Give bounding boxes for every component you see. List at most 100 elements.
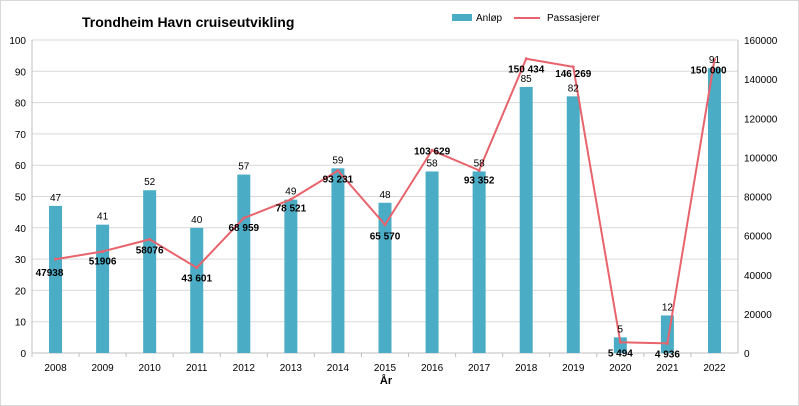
line-value-label: 47938 bbox=[36, 268, 64, 279]
bar-value-label: 41 bbox=[97, 212, 109, 223]
y-right-tick-label: 160000 bbox=[744, 36, 778, 47]
line-point-2008 bbox=[54, 257, 58, 261]
line-point-2019 bbox=[571, 65, 575, 69]
x-tick-label: 2014 bbox=[327, 363, 350, 374]
line-point-2012 bbox=[242, 216, 246, 220]
x-tick-label: 2019 bbox=[562, 363, 585, 374]
y-left-tick-label: 30 bbox=[15, 255, 27, 266]
x-tick-label: 2011 bbox=[186, 363, 208, 374]
line-value-label: 5 494 bbox=[608, 348, 633, 359]
bar-2014 bbox=[331, 168, 345, 353]
line-point-2016 bbox=[430, 148, 434, 152]
bar-value-label: 82 bbox=[568, 83, 580, 94]
line-value-label: 150 434 bbox=[508, 65, 545, 76]
line-value-label: 51906 bbox=[89, 256, 117, 267]
bar-value-label: 91 bbox=[709, 55, 721, 66]
legend-label-anlop: Anløp bbox=[476, 13, 503, 24]
line-point-2021 bbox=[665, 341, 669, 345]
y-right-tick-label: 40000 bbox=[744, 271, 772, 282]
bar-2010 bbox=[143, 190, 157, 353]
bar-value-label: 49 bbox=[285, 187, 297, 198]
x-tick-label: 2009 bbox=[91, 363, 114, 374]
chart-title: Trondheim Havn cruiseutvikling bbox=[82, 14, 294, 30]
y-left-tick-label: 70 bbox=[15, 130, 27, 141]
bar-value-label: 57 bbox=[238, 162, 250, 173]
bar-2008 bbox=[49, 205, 63, 353]
y-right-tick-label: 20000 bbox=[744, 310, 772, 321]
bar-value-label: 47 bbox=[50, 193, 62, 204]
bar-value-label: 58 bbox=[427, 158, 439, 169]
line-value-label: 93 352 bbox=[464, 175, 495, 186]
bar-2019 bbox=[566, 96, 580, 353]
legend-swatch-anlop bbox=[452, 14, 472, 21]
legend-label-passasjerer: Passasjerer bbox=[547, 13, 600, 24]
bar-2011 bbox=[190, 227, 204, 353]
bar-value-label: 5 bbox=[618, 324, 624, 335]
bar-value-label: 12 bbox=[662, 302, 674, 313]
line-value-label: 146 269 bbox=[555, 69, 592, 80]
x-tick-label: 2008 bbox=[44, 363, 67, 374]
y-right-tick-label: 100000 bbox=[744, 153, 778, 164]
y-left-tick-label: 20 bbox=[15, 286, 27, 297]
y-left-tick-label: 100 bbox=[9, 36, 26, 47]
x-axis-title: År bbox=[380, 374, 393, 387]
y-right-tick-label: 120000 bbox=[744, 114, 778, 125]
y-right-tick-label: 140000 bbox=[744, 75, 778, 86]
line-point-2018 bbox=[524, 57, 528, 61]
bar-2018 bbox=[519, 86, 533, 353]
bars-series bbox=[49, 68, 721, 354]
x-tick-label: 2018 bbox=[515, 363, 538, 374]
x-tick-label: 2012 bbox=[233, 363, 256, 374]
y-left-tick-label: 40 bbox=[15, 224, 27, 235]
y-left-tick-label: 60 bbox=[15, 161, 27, 172]
line-point-2015 bbox=[383, 223, 387, 227]
line-point-2022 bbox=[712, 58, 716, 62]
line-point-2011 bbox=[195, 266, 199, 270]
x-tick-label: 2010 bbox=[139, 363, 162, 374]
bar-2016 bbox=[425, 171, 439, 353]
y-left-tick-label: 90 bbox=[15, 67, 27, 78]
line-value-label: 4 936 bbox=[655, 349, 680, 360]
y-left-tick-label: 10 bbox=[15, 318, 27, 329]
legend: Anløp Passasjerer bbox=[452, 13, 600, 24]
line-value-label: 43 601 bbox=[181, 274, 212, 285]
x-tick-label: 2013 bbox=[280, 363, 303, 374]
y-left-tick-label: 50 bbox=[15, 193, 27, 204]
bar-2017 bbox=[472, 171, 486, 353]
bar-2013 bbox=[284, 199, 298, 353]
bar-2022 bbox=[707, 68, 721, 354]
y-left-tick-label: 0 bbox=[20, 349, 26, 360]
line-point-2020 bbox=[618, 340, 622, 344]
x-tick-label: 2020 bbox=[609, 363, 632, 374]
bar-value-label: 52 bbox=[144, 177, 156, 188]
line-point-2009 bbox=[101, 249, 105, 253]
line-point-2017 bbox=[477, 168, 481, 172]
bar-2020 bbox=[613, 337, 627, 353]
y-right-tick-label: 80000 bbox=[744, 193, 772, 204]
data-labels: 47 41 52 40 57 49 59 48 58 58 85 82 5 12 91 47938 51906 5… bbox=[36, 55, 727, 360]
line-value-label: 150 000 bbox=[690, 66, 727, 77]
bar-2015 bbox=[378, 202, 392, 353]
line-value-label: 103 629 bbox=[414, 146, 451, 157]
line-value-label: 78 521 bbox=[276, 203, 307, 214]
line-point-2010 bbox=[148, 237, 152, 241]
bar-2009 bbox=[96, 224, 110, 353]
bar-value-label: 58 bbox=[474, 158, 486, 169]
line-value-label: 93 231 bbox=[323, 175, 354, 186]
bar-value-label: 59 bbox=[332, 155, 344, 166]
x-tick-label: 2016 bbox=[421, 363, 444, 374]
bar-2012 bbox=[237, 174, 251, 353]
x-tick-label: 2022 bbox=[703, 363, 726, 374]
bar-value-label: 40 bbox=[191, 215, 203, 226]
line-point-2013 bbox=[289, 197, 293, 201]
x-tick-label: 2021 bbox=[656, 363, 679, 374]
line-series bbox=[54, 57, 716, 345]
bar-value-label: 85 bbox=[521, 74, 533, 85]
y-right-tick-label: 60000 bbox=[744, 232, 772, 243]
y-right-tick-label: 0 bbox=[744, 349, 750, 360]
line-value-label: 68 959 bbox=[229, 223, 260, 234]
line-value-label: 65 570 bbox=[370, 232, 401, 243]
bar-value-label: 48 bbox=[379, 190, 391, 201]
line-value-label: 58076 bbox=[136, 245, 164, 256]
